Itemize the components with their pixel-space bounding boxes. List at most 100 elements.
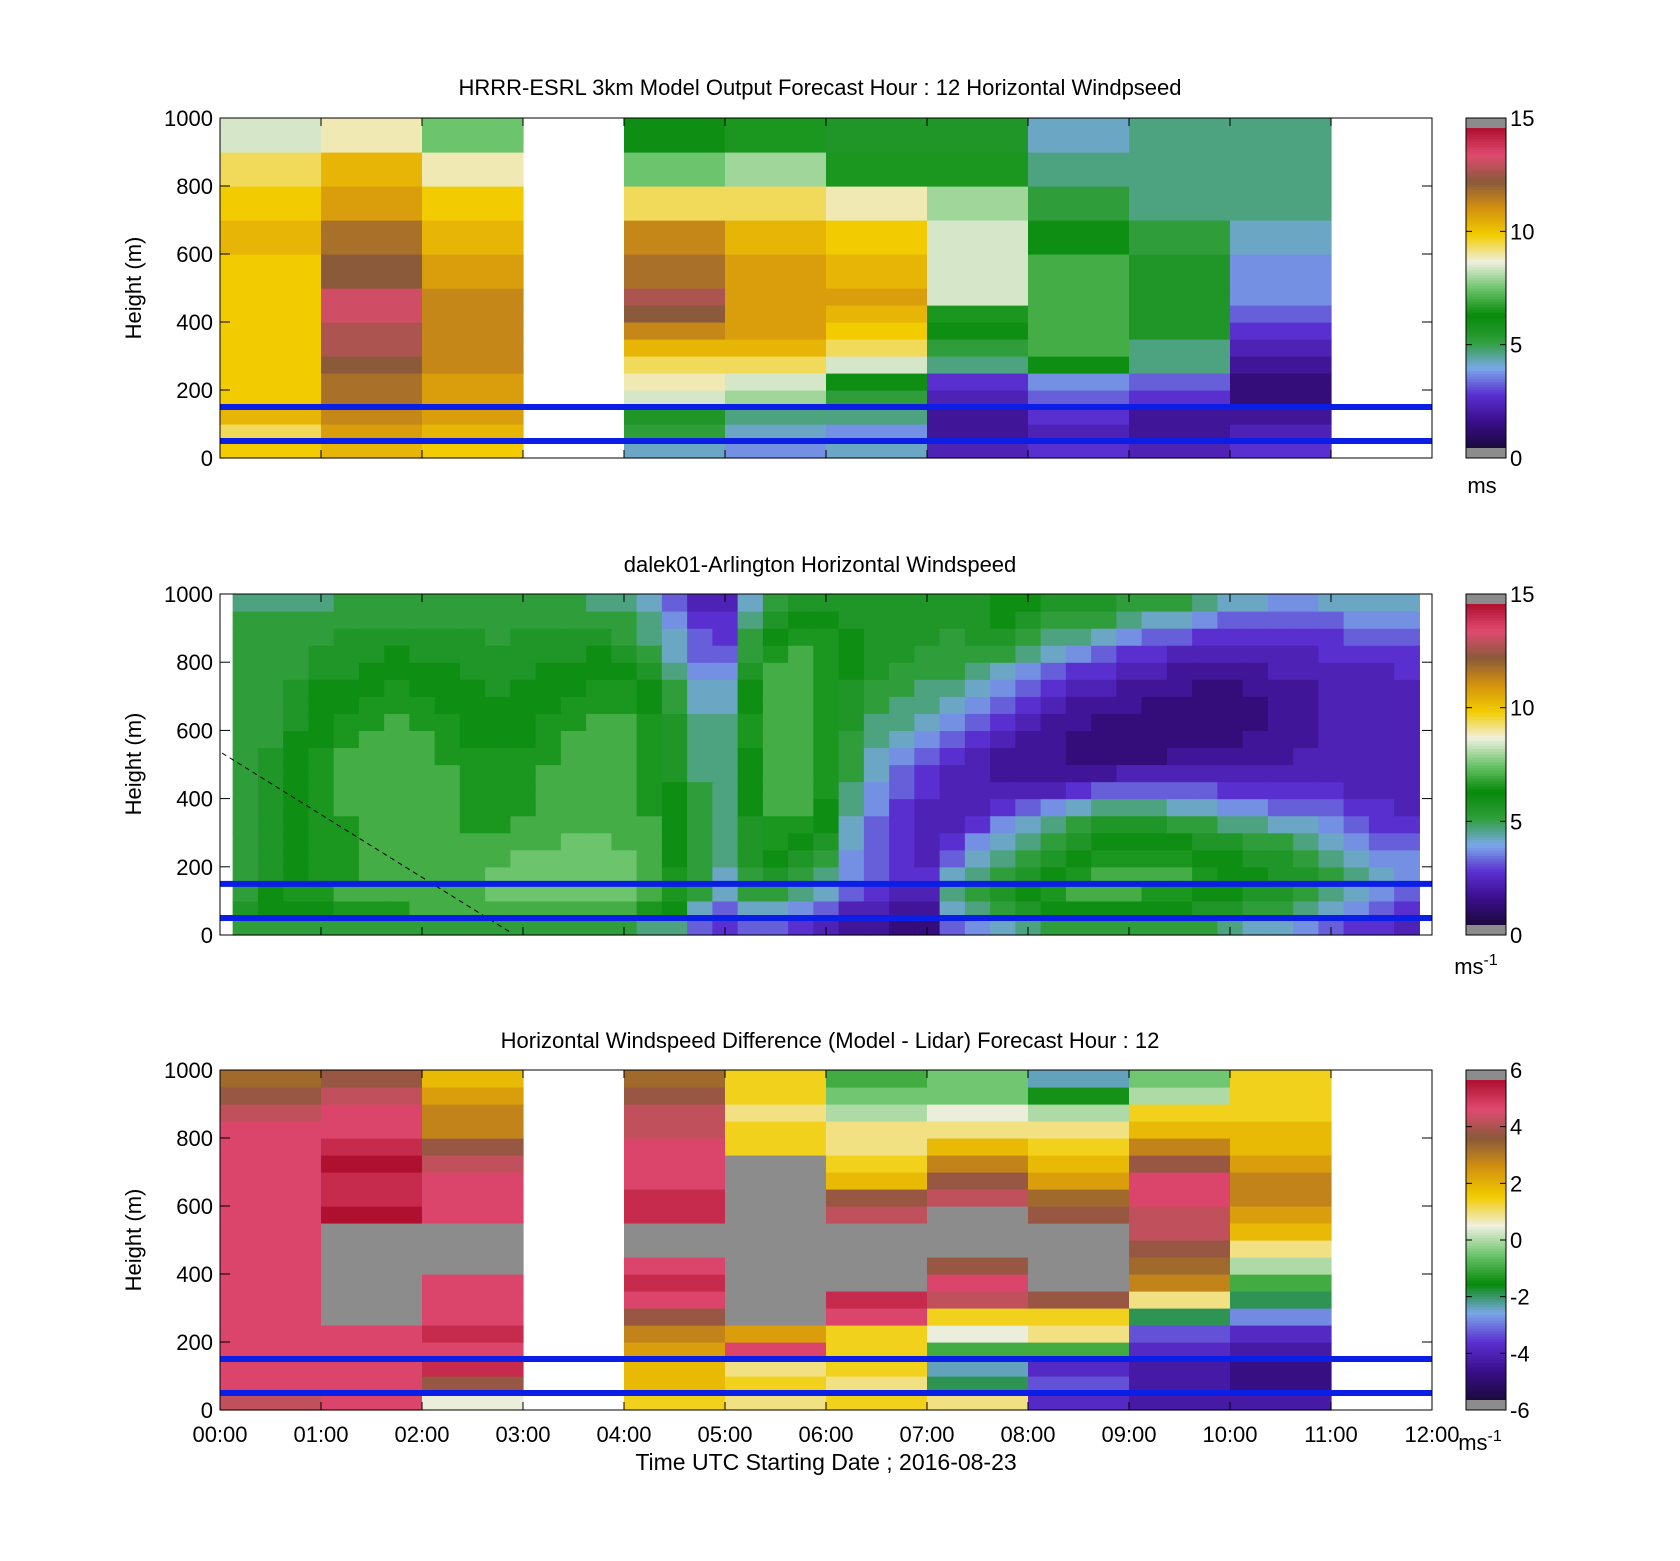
heatmap-cell <box>321 1087 423 1105</box>
heatmap-cell <box>333 849 360 868</box>
heatmap-cell <box>1267 662 1294 680</box>
heatmap-cell <box>586 883 612 902</box>
heatmap-cell <box>1242 815 1269 834</box>
heatmap-cell <box>813 866 840 885</box>
colorbar-swatch <box>1466 678 1506 683</box>
heatmap-cell <box>422 186 524 221</box>
colorbar-swatch <box>1466 649 1506 653</box>
heatmap-cell <box>1129 186 1231 221</box>
colorbar-swatch <box>1466 1141 1506 1145</box>
colorbar-swatch <box>1466 1320 1506 1324</box>
heatmap-cell <box>485 849 511 868</box>
heatmap-cell <box>1065 764 1092 783</box>
heatmap-cell <box>1267 611 1294 629</box>
heatmap-cell <box>1192 611 1218 629</box>
heatmap-cell <box>1242 798 1269 817</box>
heatmap-cell <box>1091 594 1117 612</box>
heatmap-cell <box>333 900 360 919</box>
heatmap-cell <box>409 883 436 902</box>
colorbar-swatch <box>1466 226 1506 230</box>
panel-title: dalek01-Arlington Horizontal Windspeed <box>624 552 1017 577</box>
heatmap-cell <box>459 764 486 783</box>
colorbar-swatch <box>1466 1125 1506 1129</box>
colorbar-swatch <box>1466 1104 1506 1108</box>
heatmap-cell <box>1028 1155 1130 1173</box>
colorbar-swatch <box>1466 394 1506 398</box>
colorbar-swatch <box>1466 1368 1506 1372</box>
heatmap-cell <box>560 730 587 749</box>
heatmap-cell <box>409 628 436 646</box>
heatmap-cell <box>1230 1359 1332 1377</box>
heatmap-cell <box>687 645 713 663</box>
heatmap-cell <box>624 441 726 459</box>
heatmap-cell <box>1318 764 1345 783</box>
heatmap-cell <box>725 424 827 442</box>
colorbar-swatch <box>1466 1370 1506 1374</box>
heatmap-cell <box>358 628 385 646</box>
x-tick-label: 09:00 <box>1101 1422 1156 1447</box>
heatmap-cell <box>914 645 941 663</box>
heatmap-cell <box>1394 713 1420 731</box>
heatmap-cell <box>358 883 385 902</box>
heatmap-cell <box>687 883 713 902</box>
y-tick-label: 800 <box>176 650 213 675</box>
heatmap-cell <box>889 764 915 783</box>
heatmap-cell <box>687 730 713 749</box>
colorbar-swatch <box>1466 234 1506 238</box>
heatmap-cell <box>333 866 360 885</box>
heatmap-cell <box>283 883 309 902</box>
heatmap-cell <box>1394 849 1420 868</box>
heatmap-cell <box>661 628 688 646</box>
colorbar-swatch <box>1466 1112 1506 1116</box>
colorbar-swatch <box>1466 258 1506 262</box>
heatmap-cell <box>358 815 385 834</box>
heatmap-cell <box>1343 900 1370 919</box>
colorbar-swatch <box>1466 844 1506 849</box>
y-tick-label: 600 <box>176 242 213 267</box>
heatmap-cell <box>321 1291 423 1309</box>
colorbar-swatch <box>1466 266 1506 270</box>
colorbar-swatch <box>1466 378 1506 382</box>
heatmap-cell <box>624 1172 726 1190</box>
heatmap-cell <box>725 322 827 340</box>
heatmap-cell <box>914 611 941 629</box>
heatmap-cell <box>1028 1359 1130 1377</box>
heatmap-cell <box>560 594 587 612</box>
heatmap-cell <box>1040 849 1067 868</box>
heatmap-cell <box>257 866 284 885</box>
heatmap-cell <box>762 764 789 783</box>
y-tick-label: 800 <box>176 174 213 199</box>
heatmap-cell <box>863 696 890 714</box>
heatmap-cell <box>725 1240 827 1258</box>
heatmap-cell <box>560 747 587 766</box>
heatmap-cell <box>485 883 511 902</box>
colorbar-tick-label: 10 <box>1510 696 1534 721</box>
heatmap-cell <box>308 900 335 919</box>
heatmap-cell <box>308 696 335 714</box>
reference-lines <box>220 404 1432 444</box>
heatmap-cell <box>838 883 865 902</box>
heatmap-cell <box>459 849 486 868</box>
heatmap-cell <box>1091 917 1117 936</box>
colorbar-swatch <box>1466 210 1506 214</box>
y-tick-label: 400 <box>176 787 213 812</box>
heatmap-cell <box>964 611 991 629</box>
heatmap-cell <box>863 594 890 612</box>
colorbar-swatch <box>1466 1082 1506 1086</box>
heatmap-cell <box>257 798 284 817</box>
colorbar-swatch <box>1466 673 1506 677</box>
heatmap-cell <box>586 730 612 749</box>
heatmap-cell <box>1129 441 1231 459</box>
heatmap-cell <box>624 220 726 255</box>
colorbar-swatch <box>1466 189 1506 193</box>
heatmap-cell <box>661 900 688 919</box>
colorbar-swatch <box>1466 178 1506 182</box>
colorbar-swatch <box>1466 887 1506 891</box>
heatmap-cell <box>422 1274 524 1292</box>
heatmap-cell <box>838 798 865 817</box>
heatmap-cell <box>220 407 322 425</box>
colorbar-swatch <box>1466 200 1506 204</box>
colorbar-swatch <box>1466 1173 1506 1177</box>
heatmap-cell <box>624 390 726 408</box>
colorbar-swatch <box>1466 330 1506 334</box>
